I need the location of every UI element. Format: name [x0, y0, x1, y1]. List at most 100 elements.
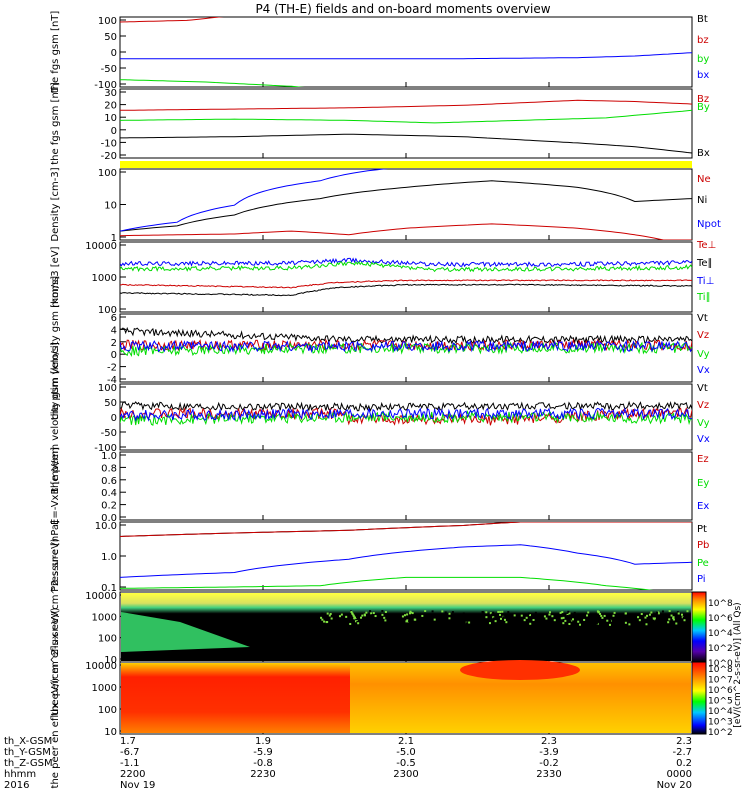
- legend-entry: bx: [697, 70, 709, 81]
- y-tick-label: 100: [98, 634, 117, 645]
- spectrogram-pixel: [515, 617, 518, 620]
- colorbar-ticks: 10^810^610^410^210^010^810^710^610^510^4…: [708, 599, 733, 738]
- legend-entry: Bz: [697, 94, 709, 105]
- footer-row-label: hhmm: [4, 769, 36, 780]
- footer-value: 0000: [667, 769, 692, 780]
- spectrogram-pixel: [578, 617, 581, 620]
- series-line-bx: [120, 52, 692, 60]
- spectrogram-low-energy: [121, 612, 250, 652]
- legend-entry: bz: [697, 35, 709, 46]
- legend-entry: Vt: [697, 383, 708, 394]
- spectrogram-pixel: [653, 617, 656, 620]
- spectrogram-pixel: [405, 620, 408, 623]
- y-tick-label: 6: [111, 313, 117, 324]
- colorbar-tick-label: 10^8: [708, 599, 733, 609]
- y-tick-label: 0: [111, 126, 117, 137]
- spectrogram-pixel: [431, 610, 434, 613]
- spectrogram: [121, 660, 691, 733]
- spectrogram-pixel: [433, 613, 436, 616]
- y-tick-label: -50: [101, 428, 117, 439]
- spectrogram-pixel: [499, 610, 502, 613]
- footer-value: 1.7: [120, 736, 136, 747]
- spectrogram-pixel: [656, 611, 659, 614]
- colorbar-tick-label: 10^7: [708, 676, 733, 686]
- legend-entry: Pi: [697, 574, 706, 585]
- y-tick-label: 0.1: [101, 583, 117, 594]
- legend-entry: Ey: [697, 478, 709, 489]
- spectrogram-pixel: [608, 623, 611, 626]
- spectrogram-pixel: [585, 618, 588, 621]
- spectrogram: [121, 593, 691, 661]
- series-line-Vx: [120, 407, 692, 422]
- y-tick-label: 1000: [92, 683, 117, 694]
- spectrogram-pixel: [488, 623, 491, 626]
- spectrogram-pixel: [466, 613, 469, 616]
- series-line-Pi: [120, 544, 692, 578]
- spectrogram-pixel: [600, 614, 603, 617]
- series-line-Ti∥: [120, 261, 692, 273]
- spectrogram-pixel: [421, 614, 424, 617]
- spectrogram-pixel: [592, 617, 595, 620]
- spectrogram-pixel: [326, 612, 329, 615]
- panel-4: the ptim velocity gsm [km/s] 64 20 -2-4 Vt Vz…: [50, 276, 710, 420]
- y-tick-label: 4: [111, 325, 117, 336]
- y-axis-label: E=-VxB [mV/m]: [50, 447, 61, 525]
- spectrogram-pixel: [353, 616, 356, 619]
- spectrogram-pixel: [398, 615, 401, 618]
- spectrogram-pixel: [501, 610, 504, 613]
- spectrogram-pixel: [682, 616, 685, 619]
- spectrogram-pixel: [471, 615, 474, 618]
- panel-2: Density [cm-3] 100 10 1 Ne Ni Npot: [50, 167, 721, 244]
- legend-entry: Pt: [697, 524, 707, 535]
- spectrogram-pixel: [526, 619, 529, 622]
- spectrogram-pixel: [668, 614, 671, 617]
- spectrogram-pixel: [661, 610, 664, 613]
- y-tick-label: 0.8: [101, 463, 117, 474]
- legend-entry: Vy: [697, 418, 710, 429]
- legend-entry: Te⊥: [696, 240, 716, 251]
- spectrogram-pixel: [505, 621, 508, 624]
- spectrogram-pixel: [503, 618, 506, 621]
- footer-value: 2230: [250, 769, 275, 780]
- panel-9: the peer en eflux eV/(cm^2-s-sr-eV) 10000…: [50, 607, 693, 788]
- spectrogram-pixel: [681, 616, 684, 619]
- spectrogram-pixel: [494, 620, 497, 623]
- panel-frame: [119, 16, 693, 88]
- spectrogram-pixel: [419, 620, 422, 623]
- footer-value: 2200: [120, 769, 145, 780]
- spectrogram-pixel: [414, 618, 417, 621]
- panel-7: Pressure [nPa] 10.0 1.0 0.1 Pt Pb Pe Pi: [50, 520, 709, 594]
- spectrogram-pixel: [628, 623, 631, 626]
- spectrogram-pixel: [532, 614, 535, 617]
- spectrogram-pixel: [328, 614, 331, 617]
- spectrogram-pixel: [548, 613, 551, 616]
- footer-value: -5.0: [396, 747, 416, 758]
- spectrogram-pixel: [411, 612, 414, 615]
- spectrogram-pixel: [532, 618, 535, 621]
- footer-value: -2.7: [672, 747, 692, 758]
- y-tick-label: 1.0: [101, 451, 117, 462]
- spectrogram-pixel: [371, 614, 374, 617]
- legend-entry: Ti⊥: [696, 276, 714, 287]
- footer-row-label: 2016: [4, 780, 29, 791]
- spectrogram-pixel: [624, 612, 627, 615]
- colorbar-label: [eV/(cm^2-s-sr-eV)] (All Qs): [733, 602, 743, 727]
- spectrogram-pixel: [488, 617, 491, 620]
- series-line-Te∥: [120, 283, 692, 297]
- spectrogram-pixel: [645, 623, 648, 626]
- spectrogram-pixel: [507, 615, 510, 618]
- spectrogram-pixel: [609, 619, 612, 622]
- spectrogram-pixel: [553, 619, 556, 622]
- colorbar-tick-label: 10^8: [708, 665, 733, 675]
- panel-0: the fgs gsm [nT] 100 50 0 -50 -100 Bt bz by bx: [50, 11, 709, 94]
- spectrogram-pixel: [520, 614, 523, 617]
- legend-entry: Vx: [697, 365, 710, 376]
- y-axis-label: the ptim velocity gsm [km/s]: [50, 276, 61, 420]
- y-tick-label: 0: [111, 48, 117, 59]
- legend-entry: Ne: [697, 174, 711, 185]
- spectrogram-pixel: [526, 614, 529, 617]
- spectrogram-pixel: [508, 622, 511, 625]
- spectrogram-pixel: [677, 612, 680, 615]
- spectrogram-pixel: [497, 610, 500, 613]
- spectrogram-pixel: [587, 611, 590, 614]
